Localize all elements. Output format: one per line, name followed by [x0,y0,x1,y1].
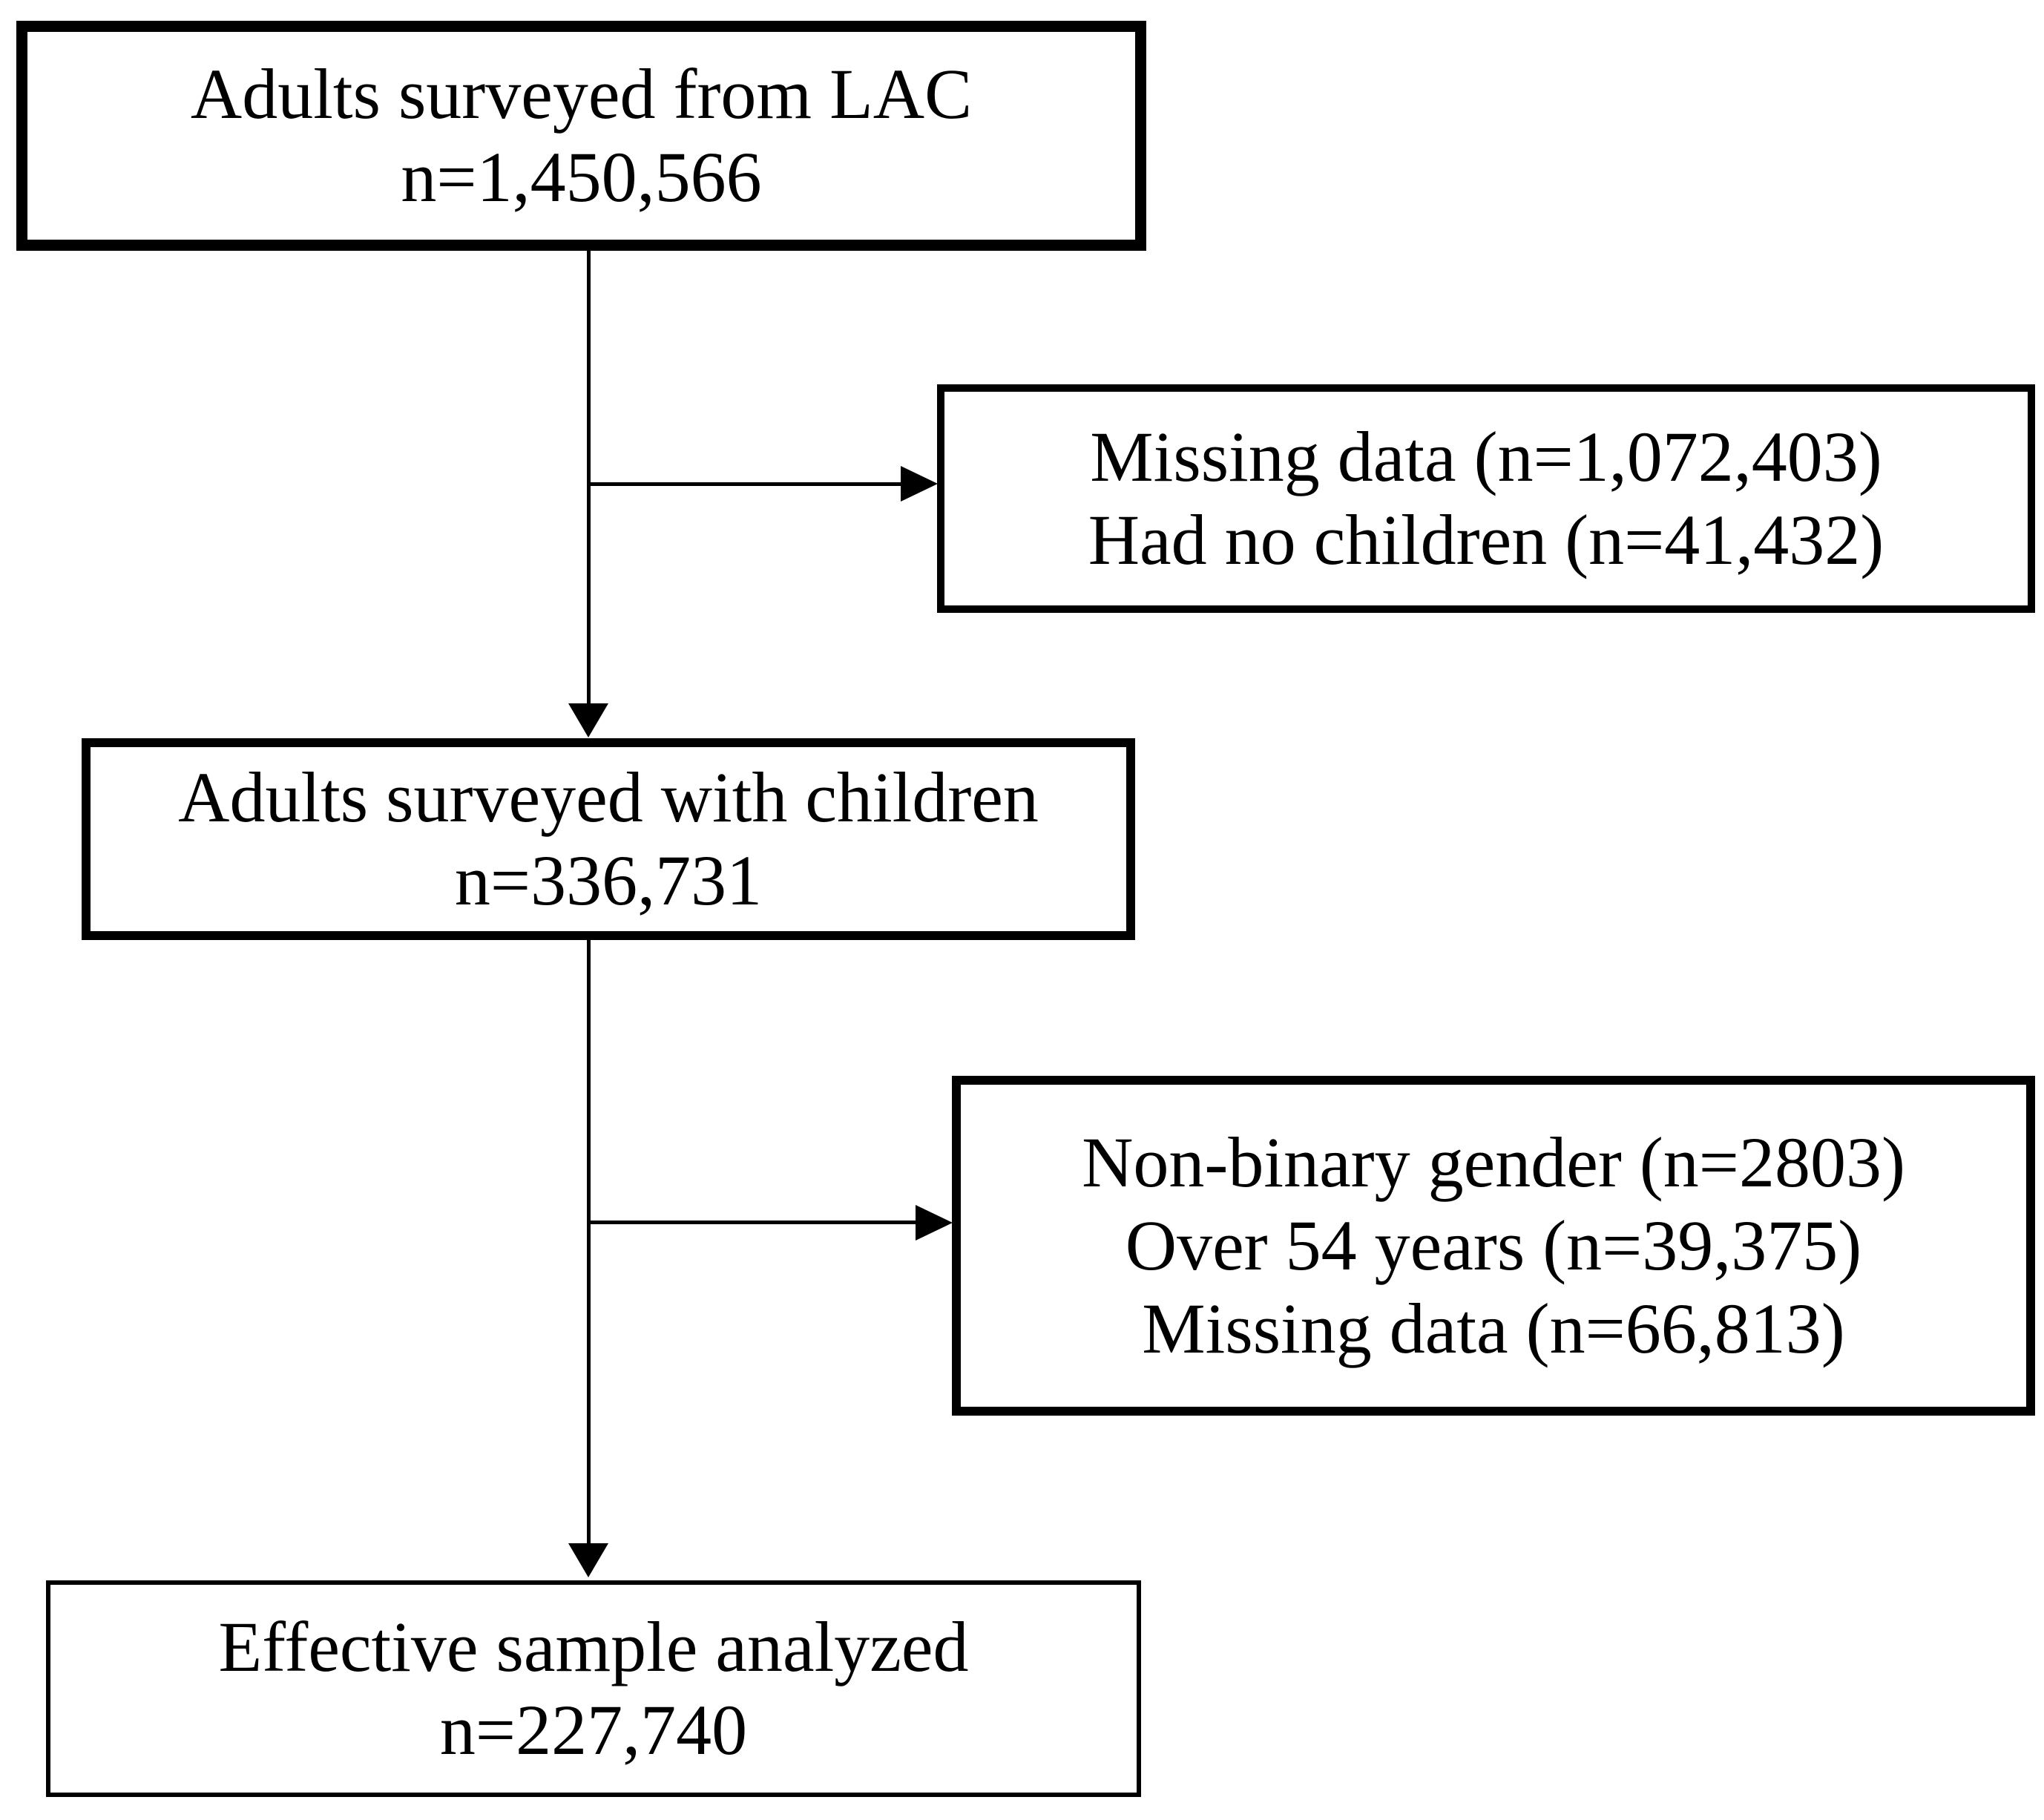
box-text-line: n=336,731 [454,841,763,920]
flow-box-adults-surveyed-lac: Adults surveyed from LAC n=1,450,566 [16,21,1146,251]
connector-line-top-to-middle [587,251,591,705]
box-text-line: Effective sample analyzed [218,1607,969,1686]
box-text-line: n=1,450,566 [401,137,762,217]
connector-line-to-exclusion1 [588,482,902,486]
arrowhead-right-icon [916,1205,953,1241]
arrowhead-right-icon [901,466,938,502]
box-text-line: Missing data (n=1,072,403) [1090,417,1882,496]
box-text-line: Over 54 years (n=39,375) [1125,1206,1862,1285]
flow-box-adults-with-children: Adults surveyed with children n=336,731 [82,738,1135,940]
box-text-line: n=227,740 [439,1690,748,1770]
connector-line-to-exclusion2 [588,1221,917,1224]
arrowhead-down-icon [568,1543,608,1577]
flow-box-effective-sample: Effective sample analyzed n=227,740 [46,1580,1141,1797]
arrowhead-down-icon [568,703,608,737]
box-text-line: Had no children (n=41,432) [1088,500,1884,579]
box-text-line: Adults surveyed from LAC [190,54,973,134]
connector-line-middle-to-bottom [587,940,591,1545]
box-text-line: Non-binary gender (n=2803) [1082,1123,1905,1202]
flow-box-exclusion-gender-age-missing: Non-binary gender (n=2803) Over 54 years… [952,1076,2035,1416]
box-text-line: Missing data (n=66,813) [1142,1289,1845,1368]
box-text-line: Adults surveyed with children [178,758,1039,837]
flow-box-exclusion-missing-no-children: Missing data (n=1,072,403) Had no childr… [937,384,2035,613]
